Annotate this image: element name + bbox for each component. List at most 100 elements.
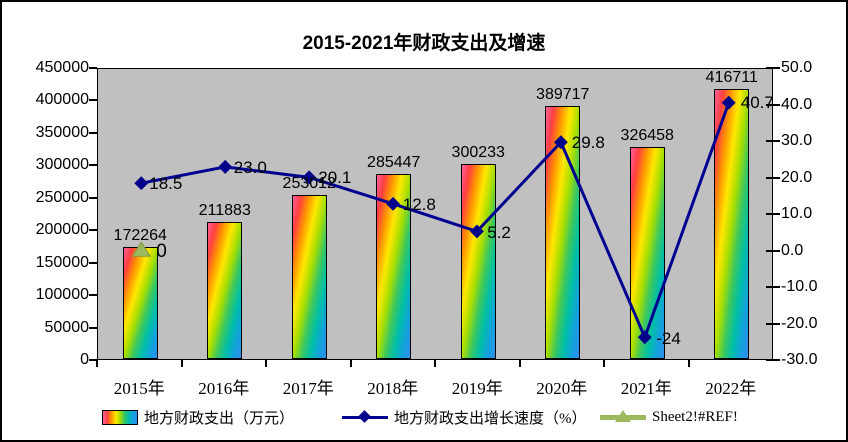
left-axis-label: 250000 (35, 188, 89, 206)
x-axis-tick (434, 360, 436, 367)
bar-2017年[interactable] (291, 194, 327, 359)
right-axis-tick (766, 322, 780, 325)
triangle-marker-2015年[interactable] (131, 241, 152, 257)
left-axis-tick (89, 294, 97, 297)
left-axis-tick (89, 359, 97, 361)
legend-item-expenditure[interactable]: 地方财政支出（万元） (102, 404, 294, 430)
right-axis-tick (766, 103, 780, 106)
bar-value-label: 253012 (282, 174, 336, 192)
left-axis-tick (89, 261, 97, 264)
diamond-marker-2018年[interactable] (386, 196, 400, 211)
bar-value-label: 172264 (113, 227, 167, 245)
line-diamond-icon (342, 410, 388, 424)
category-label-2016年: 2016年 (198, 379, 250, 398)
x-axis-tick (603, 360, 605, 367)
legend-item-ref-error[interactable]: Sheet2!#REF! (600, 404, 738, 430)
bar-value-label: 326458 (620, 127, 674, 145)
right-axis-label: -20.0 (781, 314, 818, 332)
bar-2022年[interactable] (714, 88, 750, 359)
x-axis-tick (349, 360, 352, 367)
category-label-2017年: 2017年 (282, 379, 334, 398)
diamond-marker-2021年[interactable] (637, 330, 652, 345)
growth-value-label: 40.7 (740, 92, 774, 112)
x-axis-tick (96, 360, 98, 367)
growth-value-label: -24 (656, 329, 681, 349)
bar-2021年[interactable] (629, 147, 665, 359)
growth-rate-line[interactable] (140, 102, 731, 342)
diamond-marker-2016年[interactable] (218, 159, 233, 174)
left-axis-label: 200000 (35, 221, 89, 239)
legend[interactable]: 地方财政支出（万元） 地方财政支出增长速度（%） Sheet2!#REF! (2, 404, 846, 430)
diamond-marker-2022年[interactable] (721, 95, 736, 110)
chart-title: 2015-2021年财政支出及增速 (302, 33, 546, 54)
diamond-marker-2015年[interactable] (134, 176, 149, 191)
bar-2015年[interactable] (122, 247, 158, 359)
left-axis-label: 300000 (35, 156, 89, 174)
rainbow-bar-swatch-icon (102, 409, 138, 425)
right-axis-label: 40.0 (781, 95, 813, 113)
right-axis-label: 20.0 (781, 168, 813, 186)
diamond-marker-2017年[interactable] (302, 170, 317, 185)
category-label-2019年: 2019年 (451, 379, 503, 398)
left-axis-tick (89, 67, 97, 69)
right-axis-label: 0.0 (781, 241, 804, 259)
growth-value-label: 18.5 (149, 173, 183, 193)
category-label-2015年: 2015年 (113, 379, 165, 398)
left-axis-label: 0 (80, 351, 89, 368)
bar-value-label: 389717 (536, 86, 590, 104)
right-axis-label: -10.0 (781, 278, 818, 295)
growth-value-label: 29.8 (571, 132, 605, 152)
growth-value-label: 5.2 (487, 222, 511, 242)
left-axis-label: 400000 (35, 91, 89, 109)
legend-label: 地方财政支出（万元） (144, 410, 295, 427)
bar-2019年[interactable] (460, 164, 496, 359)
left-axis-tick (89, 326, 97, 329)
left-axis-tick (89, 196, 97, 199)
left-axis-tick (89, 164, 97, 167)
right-axis-tick (766, 140, 780, 142)
x-axis-tick (180, 360, 183, 367)
ref-value-label: 0 (156, 240, 167, 262)
right-axis-tick (766, 67, 780, 69)
left-axis-label: 350000 (35, 123, 89, 141)
legend-label: 地方财政支出增长速度（%） (394, 410, 587, 427)
bar-value-label: 211883 (198, 201, 251, 219)
bar-2018年[interactable] (376, 173, 412, 359)
growth-value-label: 20.1 (318, 168, 352, 188)
plot-area[interactable]: 172264 211883 253012 285447 300233 389717 3264… (97, 68, 774, 360)
x-axis-tick (687, 360, 690, 367)
diamond-marker-2019年[interactable] (470, 224, 484, 239)
left-axis-label: 100000 (35, 286, 89, 304)
bar-2016年[interactable] (207, 221, 243, 359)
right-axis-tick (766, 286, 780, 288)
left-axis-label: 150000 (35, 253, 89, 271)
left-axis-label: 450000 (35, 59, 89, 76)
right-axis-tick (766, 176, 780, 179)
right-axis-label: 10.0 (781, 205, 813, 222)
line-series-layer (131, 95, 736, 345)
right-axis-label: -30.0 (781, 351, 818, 368)
bar-value-label: 285447 (367, 153, 421, 171)
line-triangle-icon (600, 410, 646, 424)
left-axis-tick (89, 229, 97, 232)
bar-value-label: 416711 (705, 68, 758, 86)
category-label-2018年: 2018年 (367, 379, 419, 398)
left-axis-tick (89, 99, 97, 102)
x-axis-tick (518, 360, 521, 367)
right-axis-tick (766, 249, 780, 252)
x-axis-tick (265, 360, 267, 367)
category-label-2021年: 2021年 (620, 379, 672, 398)
diamond-marker-2020年[interactable] (553, 135, 568, 150)
legend-label: Sheet2!#REF! (652, 408, 738, 425)
left-axis-tick (89, 131, 97, 134)
legend-item-growth-rate[interactable]: 地方财政支出增长速度（%） (342, 404, 587, 430)
right-axis-label: 30.0 (781, 132, 813, 149)
category-label-2022年: 2022年 (705, 379, 757, 398)
growth-value-label: 23.0 (233, 157, 267, 177)
right-axis-tick (766, 213, 780, 215)
bar-value-label: 300233 (451, 144, 505, 162)
right-axis-label: 50.0 (781, 59, 813, 76)
left-axis-label: 50000 (44, 318, 90, 336)
category-label-2020年: 2020年 (536, 379, 588, 398)
